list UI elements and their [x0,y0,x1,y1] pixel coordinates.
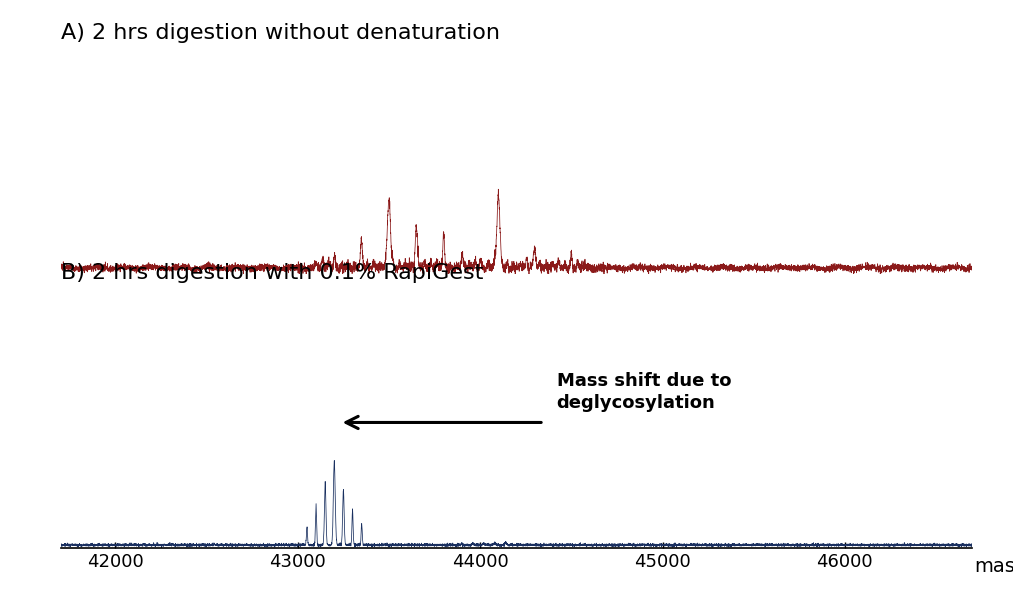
Text: B) 2 hrs digestion with 0.1% RapiGest: B) 2 hrs digestion with 0.1% RapiGest [61,263,483,283]
Text: Mass shift due to
deglycosylation: Mass shift due to deglycosylation [557,372,731,412]
Text: A) 2 hrs digestion without denaturation: A) 2 hrs digestion without denaturation [61,23,499,44]
Text: mass: mass [975,557,1013,576]
